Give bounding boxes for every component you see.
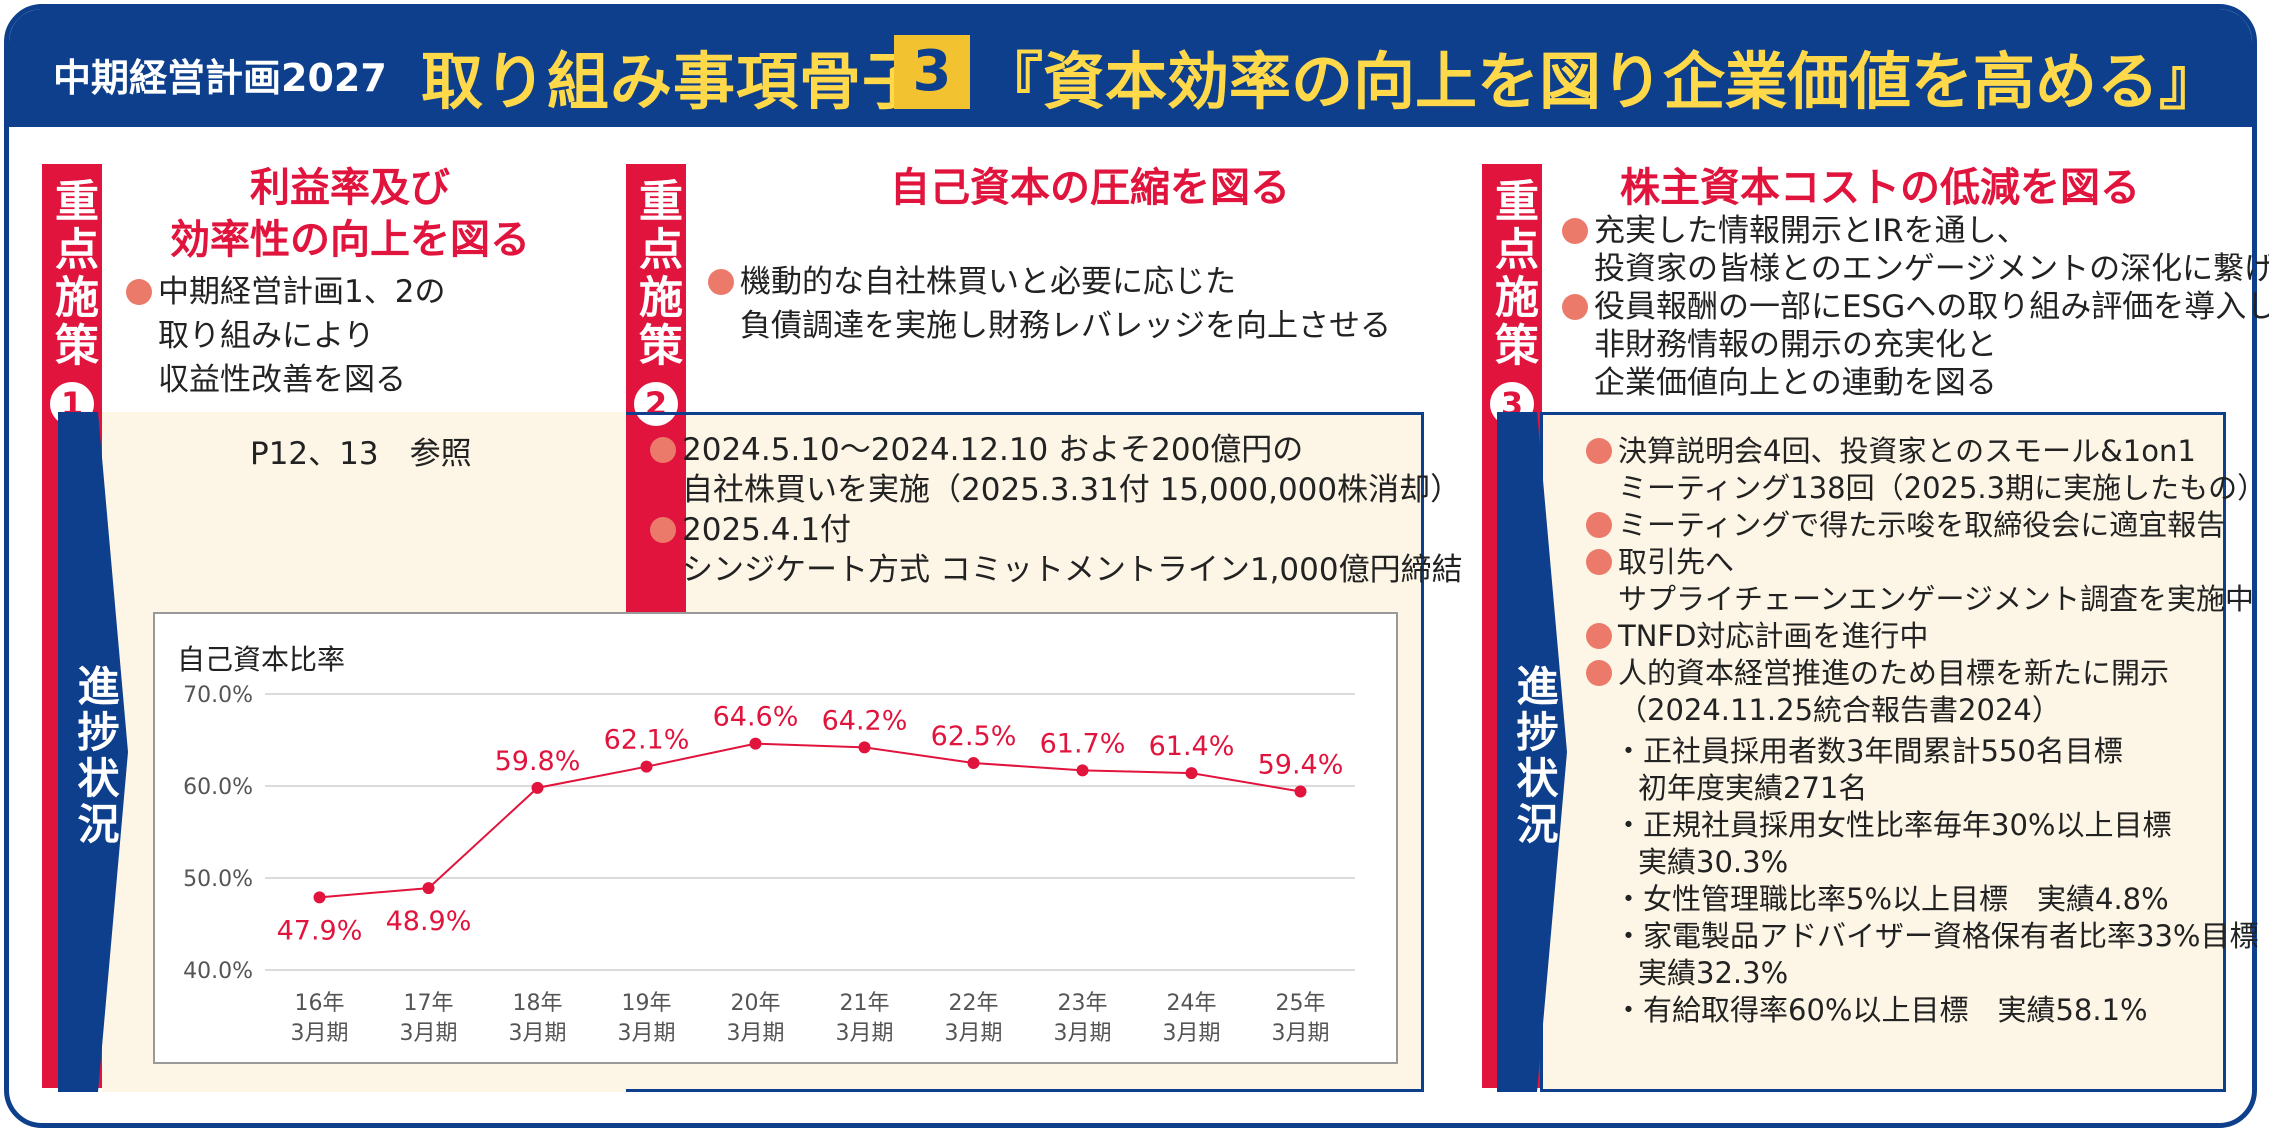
chart-data-label: 64.2%: [822, 705, 908, 736]
chart-data-label: 64.6%: [713, 702, 799, 733]
chart-ytick-label: 70.0%: [183, 683, 253, 708]
chart-data-label: 62.5%: [931, 721, 1017, 752]
progress-arrow-3: 進捗状況: [1497, 412, 1577, 1092]
column-3-bullets: 充実した情報開示とIRを通し、 投資家の皆様とのエンゲージメントの深化に繋げる …: [1562, 212, 2269, 402]
bullet-dot-icon: [1586, 623, 1612, 649]
chart-xtick-label: 19年: [622, 991, 672, 1016]
bullet-dot-icon: [1562, 294, 1588, 320]
chart-point: [531, 781, 544, 794]
chart-data-label: 59.8%: [495, 746, 581, 777]
header-subtitle: 中期経営計画2027: [53, 56, 387, 100]
column-1-title-line1: 利益率及び: [250, 165, 450, 211]
chart-data-label: 59.4%: [1258, 750, 1344, 781]
chart-data-label: 61.7%: [1040, 728, 1126, 759]
chart-title: 自己資本比率: [177, 643, 346, 676]
chart-xtick-sublabel: 3月期: [509, 1021, 567, 1046]
bullet-dot-icon: [1586, 549, 1612, 575]
chart-xtick-sublabel: 3月期: [291, 1021, 349, 1046]
chart-ytick-label: 60.0%: [183, 775, 253, 800]
chart-xtick-sublabel: 3月期: [727, 1021, 785, 1046]
chart-point: [313, 891, 326, 904]
chart-xtick-sublabel: 3月期: [1163, 1021, 1221, 1046]
policy-badge-3-label: 重点施策: [1487, 178, 1538, 370]
chart-xtick-sublabel: 3月期: [1054, 1021, 1112, 1046]
header-title-right: 『資本効率の向上を図り企業価値を高める』: [981, 45, 2222, 118]
bullet-dot-icon: [1586, 438, 1612, 464]
progress-arrow-1: 進捗状況: [58, 412, 138, 1092]
column-3-title: 株主資本コストの低減を図る: [1620, 165, 2140, 211]
chart-point: [1185, 767, 1198, 780]
bullet-dot-icon: [650, 517, 676, 543]
chart-series-line: [319, 742, 1301, 899]
progress-box-3: [1540, 412, 2226, 1092]
chart-point: [422, 882, 435, 895]
chart-point: [967, 757, 980, 769]
chart-xtick-label: 23年: [1058, 991, 1108, 1016]
chart-xtick-label: 16年: [295, 991, 345, 1016]
chart-xtick-sublabel: 3月期: [836, 1021, 894, 1046]
bullet-dot-icon: [708, 269, 734, 295]
bullet-dot-icon: [1586, 660, 1612, 686]
chart-ytick-label: 50.0%: [183, 867, 253, 892]
policy-badge-1-label: 重点施策: [47, 178, 98, 370]
column-1-title: 利益率及び 効率性の向上を図る: [160, 162, 540, 266]
chart-svg: 40.0% 50.0% 60.0% 70.0% 47.9% 16年 3月期 48.9% 17年 3…: [183, 683, 1355, 1046]
bullet-dot-icon: [1562, 218, 1588, 244]
chart-point: [858, 741, 871, 754]
chart-point: [1076, 764, 1089, 777]
chart-xtick-label: 20年: [731, 991, 781, 1016]
chart-xtick-sublabel: 3月期: [1272, 1021, 1330, 1046]
column-2-bullet: 機動的な自社株買いと必要に応じた 負債調達を実施し財務レバレッジを向上させる: [708, 262, 1391, 346]
progress-reference-1: P12、13 参照: [250, 436, 472, 472]
policy-badge-2-label: 重点施策: [631, 178, 682, 370]
chart-xtick-sublabel: 3月期: [400, 1021, 458, 1046]
chart-data-label: 62.1%: [604, 725, 690, 756]
chart-xtick-label: 18年: [513, 991, 563, 1016]
header-title-left: 取り組み事項骨子: [421, 45, 926, 118]
chart-xtick-label: 24年: [1167, 991, 1217, 1016]
column-3-progress: 決算説明会4回、投資家とのスモール&1on1 ミーティング138回（2025.3…: [1586, 433, 2266, 1029]
chart-ytick-label: 40.0%: [183, 959, 253, 984]
progress-label-1: 進捗状況: [71, 664, 120, 848]
equity-ratio-chart: 自己資本比率 40.0% 50.0% 60.0% 70.0% 47.9% 16年 3月期 48…: [153, 612, 1398, 1064]
chart-point: [640, 760, 653, 773]
bullet-dot-icon: [1586, 512, 1612, 538]
chart-data-label: 47.9%: [277, 915, 363, 946]
chart-xtick-sublabel: 3月期: [945, 1021, 1003, 1046]
chart-data-label: 61.4%: [1149, 731, 1235, 762]
chart-xtick-label: 22年: [949, 991, 999, 1016]
column-2-title: 自己資本の圧縮を図る: [890, 165, 1290, 211]
bullet-dot-icon: [126, 279, 152, 305]
chart-xtick-label: 17年: [404, 991, 454, 1016]
progress-label-3: 進捗状況: [1510, 664, 1559, 848]
column-2-progress: 2024.5.10～2024.12.10 およそ200億円の 自社株買いを実施（…: [650, 430, 1463, 590]
header: 中期経営計画2027 取り組み事項骨子 3 『資本効率の向上を図り企業価値を高め…: [9, 9, 2252, 127]
progress-box-2-border: [626, 412, 1424, 1092]
chart-point: [749, 737, 762, 750]
header-title-number: 3: [894, 35, 970, 109]
bullet-dot-icon: [650, 437, 676, 463]
chart-xtick-label: 21年: [840, 991, 890, 1016]
chart-data-label: 48.9%: [386, 906, 472, 937]
chart-point: [1294, 785, 1307, 798]
chart-xtick-sublabel: 3月期: [618, 1021, 676, 1046]
column-1-title-line2: 効率性の向上を図る: [170, 217, 530, 263]
chart-xtick-label: 25年: [1276, 991, 1326, 1016]
column-1-bullet: 中期経営計画1、2の 取り組みにより 収益性改善を図る: [126, 272, 445, 400]
